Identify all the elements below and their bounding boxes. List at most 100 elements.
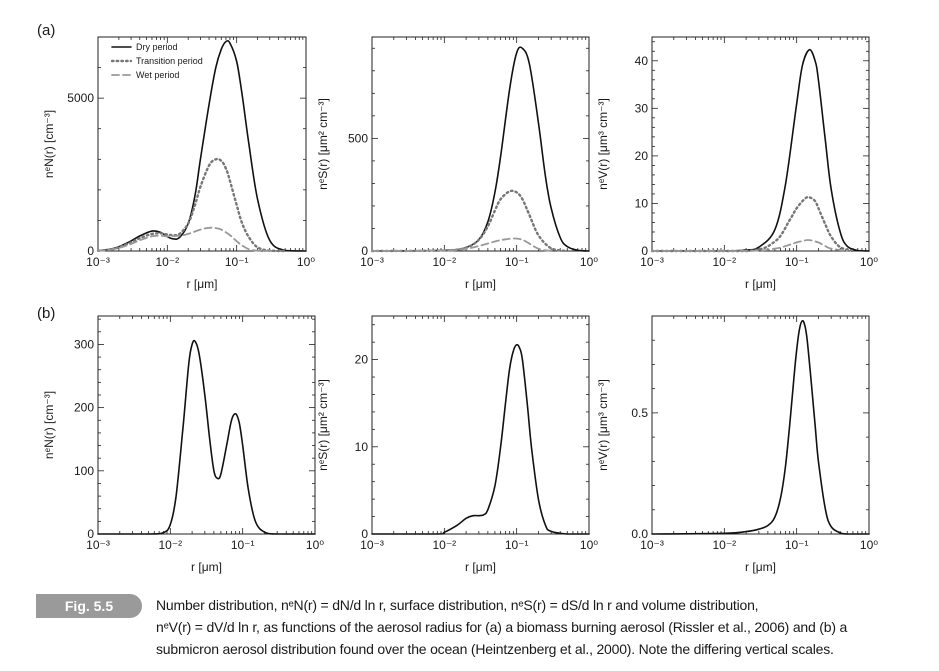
series-line-curve bbox=[371, 343, 590, 535]
series-line-curve bbox=[651, 319, 870, 535]
x-tick-label: 10⁻³ bbox=[640, 538, 664, 552]
series-line-transition-period bbox=[96, 157, 287, 253]
y-tick-label: 20 bbox=[635, 149, 649, 163]
panel-label-b: (b) bbox=[37, 305, 56, 322]
chart-a-volume: 10⁻³ 10⁻² 10⁻¹ 10⁰ 0 10 20 30 40 r [μm] nᵉV(r) [μm… bbox=[596, 36, 878, 291]
x-ticks bbox=[371, 316, 587, 534]
x-tick-label: 10⁻¹ bbox=[225, 255, 249, 269]
x-tick-label: 10⁻¹ bbox=[505, 255, 529, 269]
series-line-transition-period bbox=[370, 189, 569, 253]
y-tick-label: 0.5 bbox=[631, 406, 648, 420]
y-tick-label: 100 bbox=[74, 464, 94, 478]
figure-tag: Fig. 5.5 bbox=[36, 594, 142, 618]
x-tick-label: 10⁻² bbox=[155, 255, 179, 269]
y-axis-title: nᵉN(r) [cm⁻³] bbox=[42, 110, 56, 178]
series-line-wet-period bbox=[371, 237, 553, 252]
y-ticks bbox=[652, 41, 869, 252]
y-tick-label: 5000 bbox=[67, 91, 94, 105]
y-tick-label: 0 bbox=[87, 244, 94, 258]
x-tick-label: 10⁻¹ bbox=[505, 538, 529, 552]
y-ticks bbox=[98, 318, 315, 535]
x-ticks bbox=[97, 37, 304, 251]
y-axis-title: nᵉV(r) [μm³ cm⁻³] bbox=[596, 379, 610, 471]
x-tick-label: 10⁻³ bbox=[360, 538, 384, 552]
x-tick-label: 10⁰ bbox=[580, 538, 598, 552]
x-tick-label: 10⁻³ bbox=[86, 538, 110, 552]
x-axis-title: r [μm] bbox=[465, 277, 496, 291]
y-ticks bbox=[372, 47, 589, 252]
series-line-wet-period bbox=[651, 239, 849, 252]
y-tick-label: 30 bbox=[635, 101, 649, 115]
plot-frame bbox=[97, 315, 316, 535]
x-axis-title: r [μm] bbox=[745, 277, 776, 291]
series-line-dry-period bbox=[97, 39, 307, 252]
x-ticks bbox=[651, 316, 867, 534]
y-tick-label: 40 bbox=[635, 54, 649, 68]
chart-b-volume: 10⁻³ 10⁻² 10⁻¹ 10⁰ 0.0 0.5 r [μm] nᵉV(r) [μm³ c… bbox=[596, 315, 878, 574]
plot-frame bbox=[651, 36, 870, 252]
x-tick-label: 10⁻³ bbox=[86, 255, 110, 269]
chart-a-surface: 10⁻³ 10⁻² 10⁻¹ 10⁰ 0 500 r [μm] nᵉS(r) [μm² cm⁻… bbox=[316, 36, 598, 291]
y-tick-label: 0.0 bbox=[631, 527, 648, 541]
figure-caption: Number distribution, nᵉN(r) = dN/d ln r,… bbox=[156, 594, 916, 660]
y-tick-label: 300 bbox=[74, 337, 94, 351]
y-tick-label: 10 bbox=[635, 196, 649, 210]
plot-frame bbox=[371, 36, 590, 252]
plot-frame bbox=[97, 36, 307, 252]
y-tick-label: 0 bbox=[361, 527, 368, 541]
x-tick-label: 10⁻² bbox=[432, 255, 456, 269]
series-line-dry-period bbox=[651, 48, 870, 252]
caption-line-2: nᵉV(r) = dV/d ln r, as functions of the … bbox=[156, 619, 848, 635]
x-axis-title: r [μm] bbox=[465, 560, 496, 574]
x-tick-label: 10⁻¹ bbox=[231, 538, 255, 552]
x-tick-label: 10⁻¹ bbox=[785, 255, 809, 269]
x-ticks bbox=[651, 37, 867, 251]
x-tick-label: 10⁻³ bbox=[360, 255, 384, 269]
x-tick-label: 10⁻³ bbox=[640, 255, 664, 269]
y-ticks bbox=[652, 315, 869, 535]
x-tick-label: 10⁰ bbox=[306, 538, 324, 552]
x-axis-title: r [μm] bbox=[745, 560, 776, 574]
y-tick-label: 20 bbox=[355, 353, 369, 367]
x-tick-label: 10⁰ bbox=[860, 538, 878, 552]
x-ticks bbox=[97, 316, 313, 534]
x-tick-label: 10⁻² bbox=[158, 538, 182, 552]
y-tick-label: 0 bbox=[87, 527, 94, 541]
chart-b-number: 10⁻³ 10⁻² 10⁻¹ 10⁰ 0 100 200 300 r [μm] nᵉN(r) [c… bbox=[42, 315, 324, 574]
x-tick-label: 10⁰ bbox=[580, 255, 598, 269]
legend: Dry period Transition period Wet period bbox=[110, 42, 203, 80]
y-ticks bbox=[372, 324, 589, 535]
x-tick-label: 10⁻² bbox=[432, 538, 456, 552]
x-axis-title: r [μm] bbox=[187, 277, 218, 291]
y-tick-label: 0 bbox=[361, 244, 368, 258]
x-tick-label: 10⁻² bbox=[712, 255, 736, 269]
plot-frame bbox=[371, 315, 590, 535]
caption-line-1: Number distribution, nᵉN(r) = dN/d ln r,… bbox=[156, 597, 759, 613]
caption-line-3: submicron aerosol distribution found ove… bbox=[156, 641, 834, 657]
x-axis-title: r [μm] bbox=[191, 560, 222, 574]
y-axis-title: nᵉN(r) [cm⁻³] bbox=[42, 391, 56, 459]
series-line-transition-period bbox=[650, 195, 855, 253]
chart-b-surface: 10⁻³ 10⁻² 10⁻¹ 10⁰ 0 10 20 r [μm] nᵉS(r) [μm² cm… bbox=[316, 315, 598, 574]
y-axis-title: nᵉV(r) [μm³ cm⁻³] bbox=[596, 98, 610, 190]
x-tick-label: 10⁻² bbox=[712, 538, 736, 552]
plot-frame bbox=[651, 315, 870, 535]
legend-label: Dry period bbox=[136, 42, 178, 52]
panel-label-a: (a) bbox=[37, 22, 56, 39]
series-line-dry-period bbox=[371, 46, 590, 252]
x-tick-label: 10⁰ bbox=[297, 255, 315, 269]
series-line-curve bbox=[97, 339, 316, 535]
legend-label: Wet period bbox=[136, 70, 179, 80]
y-tick-label: 200 bbox=[74, 401, 94, 415]
chart-a-number: 10⁻³ 10⁻² 10⁻¹ 10⁰ 0 5000 r [μm] nᵉN(r) [cm⁻³] bbox=[42, 36, 315, 291]
y-axis-title: nᵉS(r) [μm² cm⁻³] bbox=[316, 379, 330, 471]
y-tick-label: 0 bbox=[641, 244, 648, 258]
x-tick-label: 10⁻¹ bbox=[785, 538, 809, 552]
legend-label: Transition period bbox=[136, 56, 203, 66]
y-tick-label: 10 bbox=[355, 440, 369, 454]
series-line-wet-period bbox=[97, 226, 271, 252]
x-tick-label: 10⁰ bbox=[860, 255, 878, 269]
y-axis-title: nᵉS(r) [μm² cm⁻³] bbox=[316, 98, 330, 190]
y-tick-label: 500 bbox=[348, 131, 368, 145]
